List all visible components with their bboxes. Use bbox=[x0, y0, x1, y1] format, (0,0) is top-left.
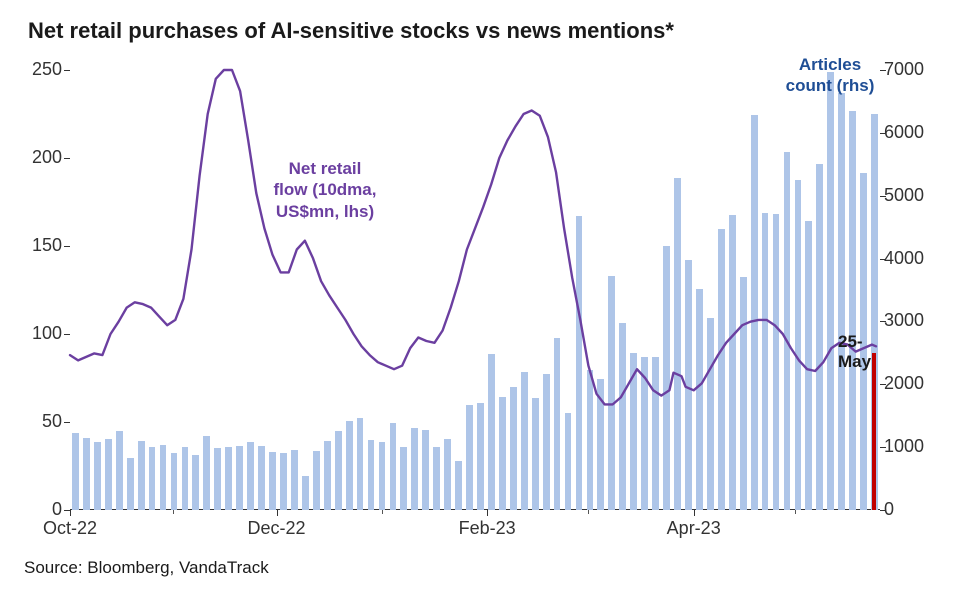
x-major-tick bbox=[694, 510, 695, 516]
marker-label: 25-May bbox=[838, 332, 880, 372]
y-left-label: 250 bbox=[20, 59, 62, 80]
y-left-label: 150 bbox=[20, 235, 62, 256]
line-series bbox=[70, 70, 880, 510]
y-right-label: 2000 bbox=[884, 373, 932, 394]
y-left-label: 50 bbox=[20, 411, 62, 432]
x-label: Dec-22 bbox=[248, 518, 306, 539]
y-left-label: 100 bbox=[20, 323, 62, 344]
chart-container: Net retail purchases of AI-sensitive sto… bbox=[0, 0, 960, 602]
y-right-label: 4000 bbox=[884, 248, 932, 269]
y-right-label: 7000 bbox=[884, 59, 932, 80]
y-right-label: 6000 bbox=[884, 122, 932, 143]
y-left-label: 0 bbox=[20, 499, 62, 520]
x-major-tick bbox=[277, 510, 278, 516]
line-series-label: Net retailflow (10dma,US$mn, lhs) bbox=[255, 158, 395, 222]
y-right-label: 1000 bbox=[884, 436, 932, 457]
x-tick bbox=[382, 510, 383, 514]
x-label: Oct-22 bbox=[43, 518, 97, 539]
y-right-label: 5000 bbox=[884, 185, 932, 206]
bar-series-label: Articlescount (rhs) bbox=[770, 54, 890, 97]
x-tick bbox=[588, 510, 589, 514]
x-label: Feb-23 bbox=[459, 518, 516, 539]
y-right-label: 0 bbox=[884, 499, 932, 520]
source-text: Source: Bloomberg, VandaTrack bbox=[24, 558, 269, 578]
x-tick bbox=[795, 510, 796, 514]
x-label: Apr-23 bbox=[667, 518, 721, 539]
chart-title: Net retail purchases of AI-sensitive sto… bbox=[28, 18, 674, 44]
x-major-tick bbox=[70, 510, 71, 516]
y-left-label: 200 bbox=[20, 147, 62, 168]
y-right-label: 3000 bbox=[884, 310, 932, 331]
x-tick bbox=[173, 510, 174, 514]
plot-area: 050100150200250 010002000300040005000600… bbox=[70, 70, 880, 510]
x-major-tick bbox=[487, 510, 488, 516]
